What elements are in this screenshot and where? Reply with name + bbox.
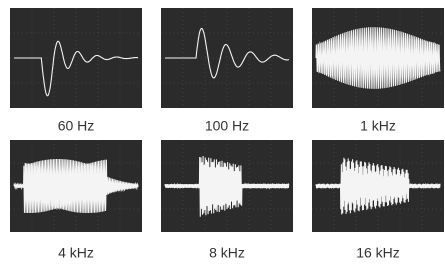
- figure: 60 Hz 100 Hz 1 kHz 4 kHz 8 kHz 16 kHz: [0, 0, 445, 264]
- scope-panel: [312, 140, 444, 232]
- scope-panel: [10, 140, 142, 232]
- caption: 8 kHz: [209, 245, 245, 261]
- scope-panel: [10, 8, 142, 108]
- scope-panel: [161, 8, 293, 108]
- caption: 1 kHz: [360, 118, 396, 134]
- caption: 4 kHz: [58, 245, 94, 261]
- caption: 100 Hz: [205, 118, 249, 134]
- scope-panel: [161, 140, 293, 232]
- caption: 60 Hz: [58, 118, 95, 134]
- caption: 16 kHz: [356, 245, 400, 261]
- scope-panel: [312, 8, 444, 108]
